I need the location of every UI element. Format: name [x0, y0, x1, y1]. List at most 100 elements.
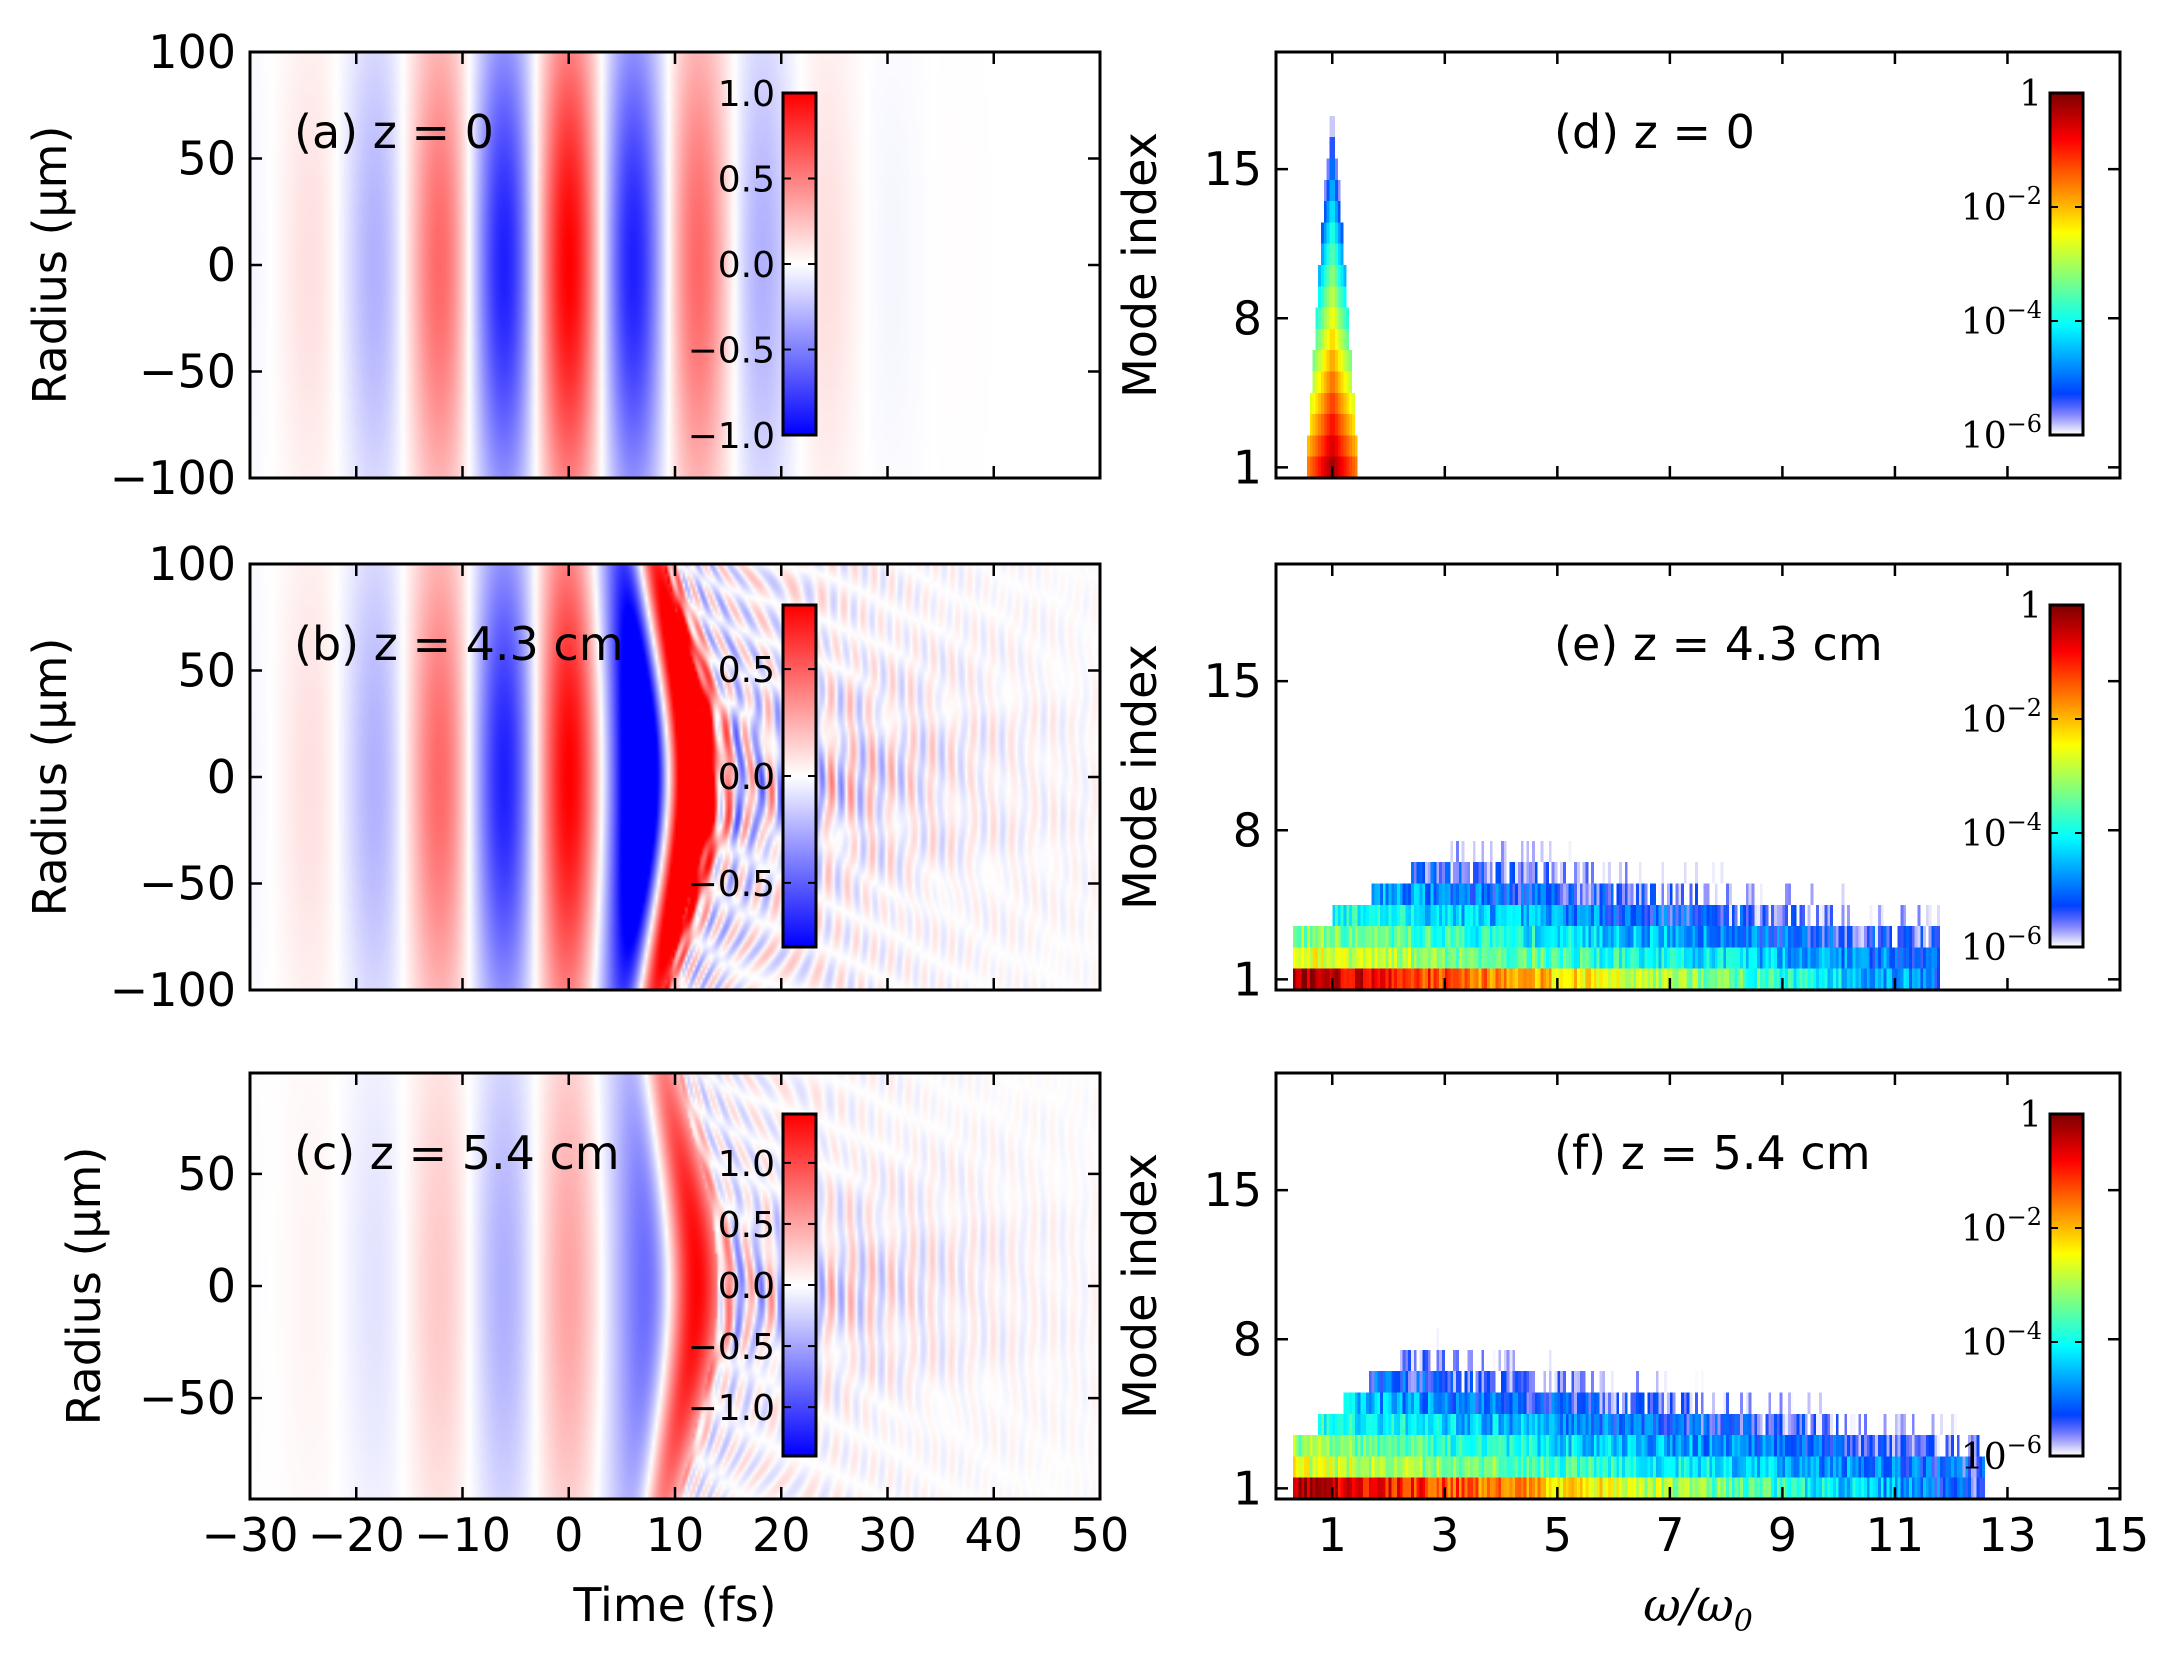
panel-a-ytick-label: 50 — [177, 132, 236, 186]
panel-e-colorbar-label-exp: −6 — [2007, 922, 2042, 950]
panel-b-colorbar-label: 0.5 — [718, 650, 775, 691]
panel-c-xtick-label: 10 — [646, 1508, 705, 1562]
panel-f-colorbar-label: 10−4 — [1961, 1317, 2042, 1364]
panel-e-colorbar-label-base: 1 — [2019, 586, 2042, 627]
panel-c-ytick-label: −50 — [139, 1371, 236, 1425]
panel-c-xlabel: Time (fs) — [572, 1578, 776, 1632]
panel-e-colorbar-label-exp: −4 — [2007, 808, 2042, 836]
panel-b-ytick-label: 100 — [148, 537, 236, 591]
panel-f-xtick-label: 13 — [1978, 1508, 2037, 1562]
panel-b-colorbar-label: 0.0 — [718, 757, 775, 798]
panel-d-colorbar-label-exp: −2 — [2007, 182, 2042, 210]
panel-d-colorbar-label: 10−4 — [1961, 296, 2042, 343]
panel-d-colorbar-label: 10−6 — [1961, 410, 2042, 457]
panel-e-colorbar — [2050, 605, 2083, 947]
panel-d-heatmap — [1276, 52, 2120, 478]
panel-a-ytick-label: 0 — [207, 238, 236, 292]
panel-e-frame — [1274, 562, 2122, 992]
panel-f-colorbar-label: 10−6 — [1961, 1431, 2042, 1478]
panel-f-ytick-label: 15 — [1203, 1163, 1262, 1217]
panel-f-colorbar — [2050, 1114, 2083, 1456]
panel-e-colorbar-label-base: 10 — [1961, 928, 2007, 969]
panel-a-heatmap — [250, 52, 1100, 478]
panel-e-ytick-label: 8 — [1233, 803, 1262, 857]
panel-c-colorbar-label: −0.5 — [688, 1327, 775, 1368]
panel-e-ytick-label: 1 — [1233, 952, 1262, 1006]
panel-d-colorbar-label-base: 10 — [1961, 416, 2007, 457]
panel-a-colorbar-label: 0.5 — [718, 160, 775, 201]
panel-e: (e) z = 4.3 cm Mode index 1815110−210−41… — [1113, 562, 2122, 1006]
panel-e-ylabel: Mode index — [1113, 644, 1167, 910]
panel-f-xlabel: ω/ω0 — [1643, 1578, 1753, 1639]
panel-b-ytick-label: −100 — [110, 963, 236, 1017]
panel-d-ytick-label: 1 — [1233, 440, 1262, 494]
panel-a-colorbar-label: −1.0 — [688, 416, 775, 457]
panel-f-label: (f) z = 5.4 cm — [1554, 1126, 1871, 1180]
panel-b-ylabel: Radius (μm) — [23, 638, 77, 917]
panel-c-xtick-label: 0 — [554, 1508, 583, 1562]
panel-a-colorbar-label: 0.0 — [718, 245, 775, 286]
panel-c-colorbar-label: 0.5 — [718, 1205, 775, 1246]
panel-a-ylabel: Radius (μm) — [23, 126, 77, 405]
panel-e-colorbar-label: 10−6 — [1961, 922, 2042, 969]
panel-d-label: (d) z = 0 — [1554, 105, 1755, 159]
panel-d-colorbar-label-exp: −6 — [2007, 410, 2042, 438]
panel-e-ytick-label: 15 — [1203, 654, 1262, 708]
panel-f-colorbar-label: 1 — [2019, 1095, 2042, 1136]
panel-b-ytick-label: −50 — [139, 857, 236, 911]
panel-b-ytick-label: 50 — [177, 644, 236, 698]
panel-f-colorbar-label-exp: −2 — [2007, 1203, 2042, 1231]
panel-c-colorbar-label: 0.0 — [718, 1266, 775, 1307]
panel-e-colorbar-label-base: 10 — [1961, 814, 2007, 855]
panel-a-ytick-label: 100 — [148, 25, 236, 79]
panel-c-xtick-label: −10 — [414, 1508, 511, 1562]
panel-c-xtick-label: 50 — [1071, 1508, 1130, 1562]
panel-f-colorbar-label-exp: −6 — [2007, 1431, 2042, 1459]
panel-d-colorbar-label: 1 — [2019, 74, 2042, 115]
panel-f-ytick-label: 8 — [1233, 1312, 1262, 1366]
panel-e-label: (e) z = 4.3 cm — [1554, 617, 1883, 671]
panel-f-xtick-label: 7 — [1655, 1508, 1684, 1562]
panel-f-xtick-label: 9 — [1768, 1508, 1797, 1562]
panel-e-colorbar-label: 10−4 — [1961, 808, 2042, 855]
panel-d-colorbar-label: 10−2 — [1961, 182, 2042, 229]
panel-b: (b) z = 4.3 cm Radius (μm) −100 −50 0 50 100… — [23, 537, 1102, 1017]
panel-c-xtick-label: 30 — [858, 1508, 917, 1562]
panel-a-colorbar-label: −0.5 — [688, 331, 775, 372]
panel-d-colorbar-label-exp: −4 — [2007, 296, 2042, 324]
panel-b-heatmap — [250, 564, 1100, 990]
panel-f-xtick-label: 1 — [1318, 1508, 1347, 1562]
panel-e-heatmap — [1276, 564, 2120, 990]
panel-f-colorbar-label-base: 10 — [1961, 1437, 2007, 1478]
panel-c: (c) z = 5.4 cm Radius (μm) Time (fs) −30… — [57, 1071, 1130, 1632]
panel-d-colorbar-frame — [2048, 91, 2085, 437]
panel-c-xtick-label: −30 — [201, 1508, 298, 1562]
panel-a-colorbar-label: 1.0 — [718, 74, 775, 115]
panel-e-colorbar-frame — [2048, 603, 2085, 949]
panel-d-ylabel: Mode index — [1113, 132, 1167, 398]
panel-c-colorbar-label: 1.0 — [718, 1144, 775, 1185]
panel-c-heatmap — [250, 1073, 1100, 1499]
panel-c-ylabel: Radius (μm) — [57, 1147, 111, 1426]
panel-f-xtick-label: 3 — [1430, 1508, 1459, 1562]
panel-e-colorbar-label-exp: −2 — [2007, 694, 2042, 722]
panel-a-ytick-label: −100 — [110, 451, 236, 505]
panel-d-colorbar-label-base: 10 — [1961, 302, 2007, 343]
panel-b-label: (b) z = 4.3 cm — [294, 617, 624, 671]
panel-f-xlabel-sub: 0 — [1734, 1604, 1753, 1639]
panel-c-ytick-label: 0 — [207, 1259, 236, 1313]
panel-c-xtick-label: 20 — [752, 1508, 811, 1562]
panel-f-ylabel: Mode index — [1113, 1153, 1167, 1419]
panel-f-xtick-label: 11 — [1866, 1508, 1925, 1562]
panel-f-xtick-label: 15 — [2091, 1508, 2150, 1562]
panel-b-ytick-label: 0 — [207, 750, 236, 804]
panel-b-colorbar-label: −0.5 — [688, 864, 775, 905]
panel-e-colorbar-label: 10−2 — [1961, 694, 2042, 741]
panel-f-colorbar-label-base: 10 — [1961, 1209, 2007, 1250]
panel-d-frame — [1274, 50, 2122, 480]
panel-c-colorbar-label: −1.0 — [688, 1388, 775, 1429]
panel-f-colorbar-frame — [2048, 1112, 2085, 1458]
panel-f-colorbar-label-base: 10 — [1961, 1323, 2007, 1364]
